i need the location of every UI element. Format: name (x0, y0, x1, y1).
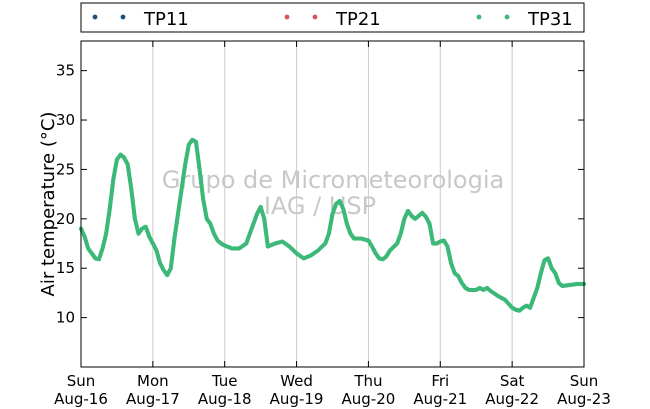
x-tick-label-day: Mon (137, 372, 169, 390)
x-tick-label-date: Aug-23 (557, 390, 611, 408)
series-tp31 (78, 137, 587, 313)
watermark-line-2: IAG / USP (264, 192, 376, 220)
legend-box (80, 2, 585, 33)
legend-marker (312, 14, 318, 20)
x-tick-label-day: Thu (353, 372, 382, 390)
plot-area: Grupo de Micrometeorologia IAG / USP 10 1… (54, 40, 611, 408)
x-tick-label-date: Aug-18 (198, 390, 252, 408)
legend-entry-tp21: TP21 (284, 9, 381, 30)
x-tick-label-day: Fri (431, 372, 449, 390)
x-tick-label-date: Aug-22 (485, 390, 539, 408)
legend-marker (504, 14, 510, 20)
legend-entry-tp11: TP11 (92, 9, 189, 30)
legend-marker (476, 14, 482, 20)
legend-label: TP31 (527, 9, 573, 30)
legend-label: TP11 (143, 9, 189, 30)
x-tick-label-day: Sat (500, 372, 525, 390)
x-tick-label-day: Sun (67, 372, 96, 390)
plot-background (81, 41, 584, 367)
x-tick-label-day: Tue (211, 372, 238, 390)
y-tick-label: 25 (56, 160, 75, 178)
y-tick-label: 35 (56, 62, 75, 80)
x-tick-label-day: Wed (280, 372, 313, 390)
legend: TP11 TP21 TP31 (80, 2, 585, 33)
y-tick-label: 10 (56, 309, 75, 327)
y-tick-label: 30 (56, 111, 75, 129)
plot-frame (80, 40, 585, 368)
x-tick-label-date: Aug-21 (413, 390, 467, 408)
watermark-line-1: Grupo de Micrometeorologia (162, 166, 504, 194)
y-tick-label: 20 (56, 210, 75, 228)
legend-label: TP21 (335, 9, 381, 30)
legend-marker (284, 14, 290, 20)
legend-marker (120, 14, 126, 20)
x-tick-label-date: Aug-16 (54, 390, 108, 408)
x-tick-label-date: Aug-20 (342, 390, 396, 408)
legend-marker (92, 14, 98, 20)
legend-entry-tp31: TP31 (476, 9, 573, 30)
x-tick-label-day: Sun (570, 372, 599, 390)
y-axis-label: Air temperature (°C) (38, 112, 59, 297)
x-tick-label-date: Aug-19 (270, 390, 324, 408)
y-tick-label: 15 (56, 259, 75, 277)
x-tick-label-date: Aug-17 (126, 390, 180, 408)
